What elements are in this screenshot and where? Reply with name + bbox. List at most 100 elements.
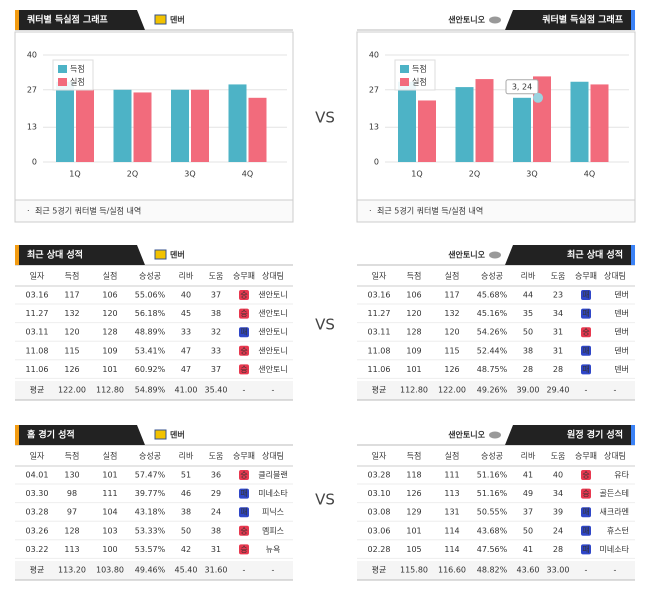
team-name: 샌안토니오 <box>448 15 485 25</box>
column-header: 승무패 <box>233 271 255 281</box>
cell: 29 <box>211 489 221 498</box>
average-cell: 평균 <box>372 385 387 395</box>
bar <box>590 84 609 162</box>
team-name: 샌안토니오 <box>448 250 485 260</box>
cell: 43.68% <box>477 526 508 535</box>
bar <box>455 87 474 162</box>
opponent: 클리블랜 <box>258 470 287 480</box>
cell: 03.16 <box>368 291 391 300</box>
average-cell: 116.60 <box>438 566 466 575</box>
x-tick-label: 2Q <box>127 170 138 179</box>
cell: 03.28 <box>368 471 391 480</box>
cell: 28 <box>523 365 533 374</box>
y-tick-label: 0 <box>32 158 37 167</box>
cell: 40 <box>553 471 563 480</box>
cell: 111 <box>102 489 117 498</box>
cell: 128 <box>406 328 421 337</box>
bullet: · <box>369 207 372 216</box>
cell: 41 <box>523 471 533 480</box>
average-cell: - <box>614 566 617 575</box>
average-cell: 35.40 <box>205 386 228 395</box>
opponent: 덴버 <box>614 327 629 337</box>
column-header: 승무패 <box>233 451 255 461</box>
opponent: 샌안토니 <box>258 364 287 374</box>
bar <box>418 100 436 162</box>
cell: 42 <box>181 545 191 554</box>
cell: 48.75% <box>477 365 508 374</box>
result-icon <box>239 308 249 319</box>
result: 패 <box>582 364 589 374</box>
column-header: 득점 <box>407 451 422 461</box>
cell: 101 <box>102 471 117 480</box>
cell: 115 <box>444 346 459 355</box>
average-cell: 112.80 <box>400 386 428 395</box>
average-cell: - <box>243 566 246 575</box>
average-cell: 평균 <box>372 565 387 575</box>
cell: 105 <box>406 545 421 554</box>
result: 승 <box>240 545 247 554</box>
column-header: 도움 <box>551 452 566 461</box>
result-icon <box>239 544 249 555</box>
result: 승 <box>582 328 589 337</box>
legend-swatch <box>58 65 67 73</box>
cell: 03.30 <box>26 489 49 498</box>
team-icon <box>489 431 501 439</box>
team-name: 덴버 <box>170 15 185 25</box>
cell: 34 <box>553 309 563 318</box>
column-header: 상대팀 <box>262 451 284 461</box>
opponent: 피닉스 <box>262 508 284 517</box>
cell: 31 <box>211 545 221 554</box>
cell: 126 <box>444 365 459 374</box>
cell: 03.11 <box>368 328 391 337</box>
tooltip: 3, 24 <box>512 82 532 91</box>
cell: 109 <box>406 346 421 355</box>
y-tick-label: 13 <box>27 123 37 132</box>
result: 승 <box>240 291 247 300</box>
cell: 24 <box>211 508 221 517</box>
legend-label: 실점 <box>70 77 85 87</box>
cell: 37 <box>523 508 533 517</box>
x-tick-label: 1Q <box>411 170 422 179</box>
header-tab <box>505 425 635 445</box>
team-icon <box>489 16 501 24</box>
bar <box>248 97 267 162</box>
average-cell: 49.46% <box>135 566 166 575</box>
header-accent <box>631 245 635 265</box>
cell: 126 <box>64 365 79 374</box>
cell: 103 <box>102 526 117 535</box>
header-tab <box>505 245 635 265</box>
column-header: 득점 <box>407 271 422 281</box>
bar <box>398 81 416 162</box>
chart-caption: 최근 5경기 쿼터별 득/실점 내역 <box>377 206 483 216</box>
cell: 11.06 <box>368 365 391 374</box>
cell: 100 <box>102 545 117 554</box>
x-tick-label: 4Q <box>584 170 595 179</box>
cell: 51 <box>181 471 191 480</box>
header-tab <box>15 425 145 445</box>
opponent: 덴버 <box>614 308 629 318</box>
header-accent <box>15 10 19 30</box>
caption-bar <box>356 199 636 223</box>
cell: 98 <box>67 489 77 498</box>
cell: 37 <box>211 365 221 374</box>
cell: 36 <box>211 471 221 480</box>
cell: 131 <box>444 508 459 517</box>
result-icon <box>581 507 591 518</box>
header-accent <box>631 425 635 445</box>
chart-caption: 최근 5경기 쿼터별 득/실점 내역 <box>35 206 141 216</box>
legend-swatch <box>58 78 67 86</box>
cell: 45.68% <box>477 291 508 300</box>
cell: 11.27 <box>368 309 391 318</box>
cell: 106 <box>406 291 421 300</box>
result-icon <box>581 544 591 555</box>
team-icon <box>154 429 167 440</box>
y-tick-label: 40 <box>27 51 37 60</box>
result-icon <box>239 507 249 518</box>
header-title: 쿼터별 득실점 그래프 <box>542 14 624 26</box>
column-header: 실점 <box>103 271 118 281</box>
bar <box>570 81 589 162</box>
cell: 23 <box>553 291 563 300</box>
bar <box>191 89 209 162</box>
result-icon <box>239 290 249 300</box>
column-header: 도움 <box>551 272 566 281</box>
